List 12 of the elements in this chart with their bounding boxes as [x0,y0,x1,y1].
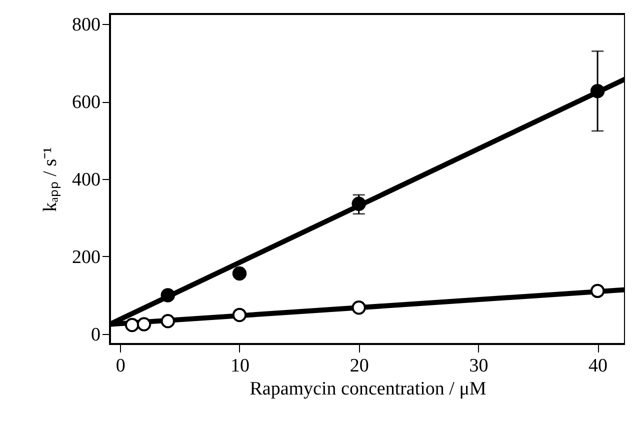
y-tick-label: 0 [91,324,100,346]
x-tick-label: 0 [116,356,126,376]
y-tick-label: 600 [72,92,100,114]
y-tick-label: 800 [72,14,100,36]
x-axis-title: Rapamycin concentration / μM [250,378,486,400]
x-tick-label: 40 [588,356,608,376]
y-tick-label: 200 [72,246,100,268]
x-tick-label: 10 [230,356,250,376]
y-tick-label: 400 [72,170,100,190]
y-axis-title: kₐₚₚ / s⁻¹ [40,146,61,212]
x-tick-label: 20 [350,356,369,376]
x-tick-label: 30 [469,356,488,376]
